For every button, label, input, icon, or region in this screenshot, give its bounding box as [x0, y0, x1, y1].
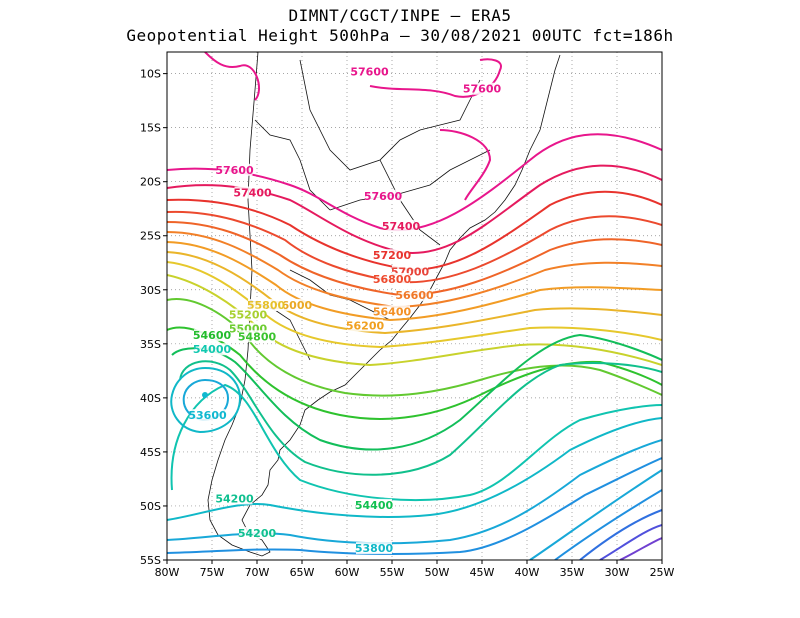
contour-line — [167, 241, 662, 322]
latitude-axis: 10S 15S 20S 25S 30S 35S 40S 45S 50S 55S — [140, 68, 167, 567]
lat-tick-label: 15S — [140, 122, 161, 135]
contour-label: 54200 — [215, 492, 254, 505]
contour-label: 55200 — [229, 309, 268, 322]
contour-label-background — [365, 189, 401, 202]
contour-label-background — [347, 319, 383, 332]
lat-tick-label: 30S — [140, 284, 161, 297]
lon-tick-label: 55W — [380, 566, 405, 579]
contour-label: 54800 — [238, 330, 277, 343]
contour-label-background — [464, 82, 500, 95]
contour-label: 53600 — [188, 409, 227, 422]
lon-tick-label: 70W — [245, 566, 270, 579]
low-contour-line — [170, 366, 242, 434]
contour-label: 56200 — [346, 319, 385, 332]
lon-tick-label: 75W — [200, 566, 225, 579]
contour-label-background — [230, 308, 266, 321]
lat-tick-label: 10S — [140, 68, 161, 81]
contour-label-background — [374, 249, 410, 262]
contour-lines — [167, 52, 662, 560]
contour-label-background — [396, 289, 433, 302]
contour-line — [167, 417, 662, 521]
contour-label-background — [194, 343, 230, 356]
contour-label: 57600 — [463, 83, 502, 96]
contour-label: 56600 — [395, 289, 434, 302]
contour-label: 53800 — [355, 542, 394, 555]
contour-label: 54000 — [193, 343, 232, 356]
contour-label: 57600 — [350, 65, 389, 78]
contour-label: 54400 — [355, 499, 394, 512]
contour-line — [179, 360, 662, 476]
lon-tick-label: 50W — [425, 566, 450, 579]
contour-label: 57200 — [373, 249, 412, 262]
contour-label: 57600 — [215, 164, 254, 177]
contour-label: 57600 — [364, 190, 403, 203]
lon-tick-label: 80W — [155, 566, 180, 579]
contour-label: 56400 — [373, 305, 412, 318]
longitude-axis: 80W 75W 70W 65W 60W 55W 50W 45W 40W 35W 30W 25W — [155, 560, 675, 579]
lat-tick-label: 20S — [140, 176, 161, 189]
contour-label-background — [351, 65, 388, 78]
contour-label-background — [216, 163, 253, 176]
low-center-marker — [202, 392, 208, 398]
lon-tick-label: 30W — [605, 566, 630, 579]
lon-tick-label: 60W — [335, 566, 360, 579]
contour-label-background — [239, 330, 275, 343]
contour-label: 57400 — [233, 187, 272, 200]
contour-label-background — [383, 220, 419, 233]
contour-line — [619, 537, 662, 560]
contour-label-background — [194, 329, 230, 342]
contour-label-background — [189, 409, 226, 422]
contour-label: 56800 — [373, 273, 412, 286]
lon-tick-label: 45W — [470, 566, 495, 579]
contour-line — [204, 52, 260, 101]
contour-label: 54200 — [238, 527, 277, 540]
contour-line — [170, 383, 662, 501]
contour-line — [167, 133, 662, 232]
lat-tick-label: 50S — [140, 500, 161, 513]
contour-line — [439, 129, 492, 201]
contour-label-background — [356, 498, 392, 511]
contour-label: 54600 — [193, 329, 232, 342]
contour-line — [529, 469, 662, 560]
contour-label-background — [216, 492, 253, 505]
contour-line — [171, 333, 662, 451]
lon-tick-label: 35W — [560, 566, 585, 579]
contour-label: 57400 — [382, 220, 421, 233]
contour-line — [167, 326, 662, 420]
lat-tick-label: 35S — [140, 338, 161, 351]
contour-label-background — [248, 298, 284, 311]
contour-line — [579, 509, 662, 560]
lon-tick-label: 25W — [650, 566, 675, 579]
lat-tick-label: 40S — [140, 392, 161, 405]
chart-title-line1: DIMNT/CGCT/INPE – ERA5 — [288, 6, 512, 25]
contour-line — [167, 261, 662, 349]
lat-tick-label: 55S — [140, 554, 161, 567]
contour-label-background — [356, 542, 392, 555]
contour-line — [554, 489, 662, 560]
contour-line — [167, 251, 662, 335]
lat-tick-label: 45S — [140, 446, 161, 459]
contour-label-background — [234, 186, 271, 199]
lon-tick-label: 65W — [290, 566, 315, 579]
lon-tick-label: 40W — [515, 566, 540, 579]
contour-label-background — [374, 305, 410, 318]
contour-label-background — [239, 526, 275, 539]
contour-line — [167, 457, 662, 556]
plot-frame — [166, 51, 663, 561]
contour-label-background — [374, 272, 410, 285]
contour-line — [599, 524, 662, 560]
lat-tick-label: 25S — [140, 230, 161, 243]
contour-labels: 5760057600576005760057400574005720057000… — [188, 65, 501, 555]
chart-title-line2: Geopotential Height 500hPa – 30/08/2021 … — [126, 26, 674, 45]
